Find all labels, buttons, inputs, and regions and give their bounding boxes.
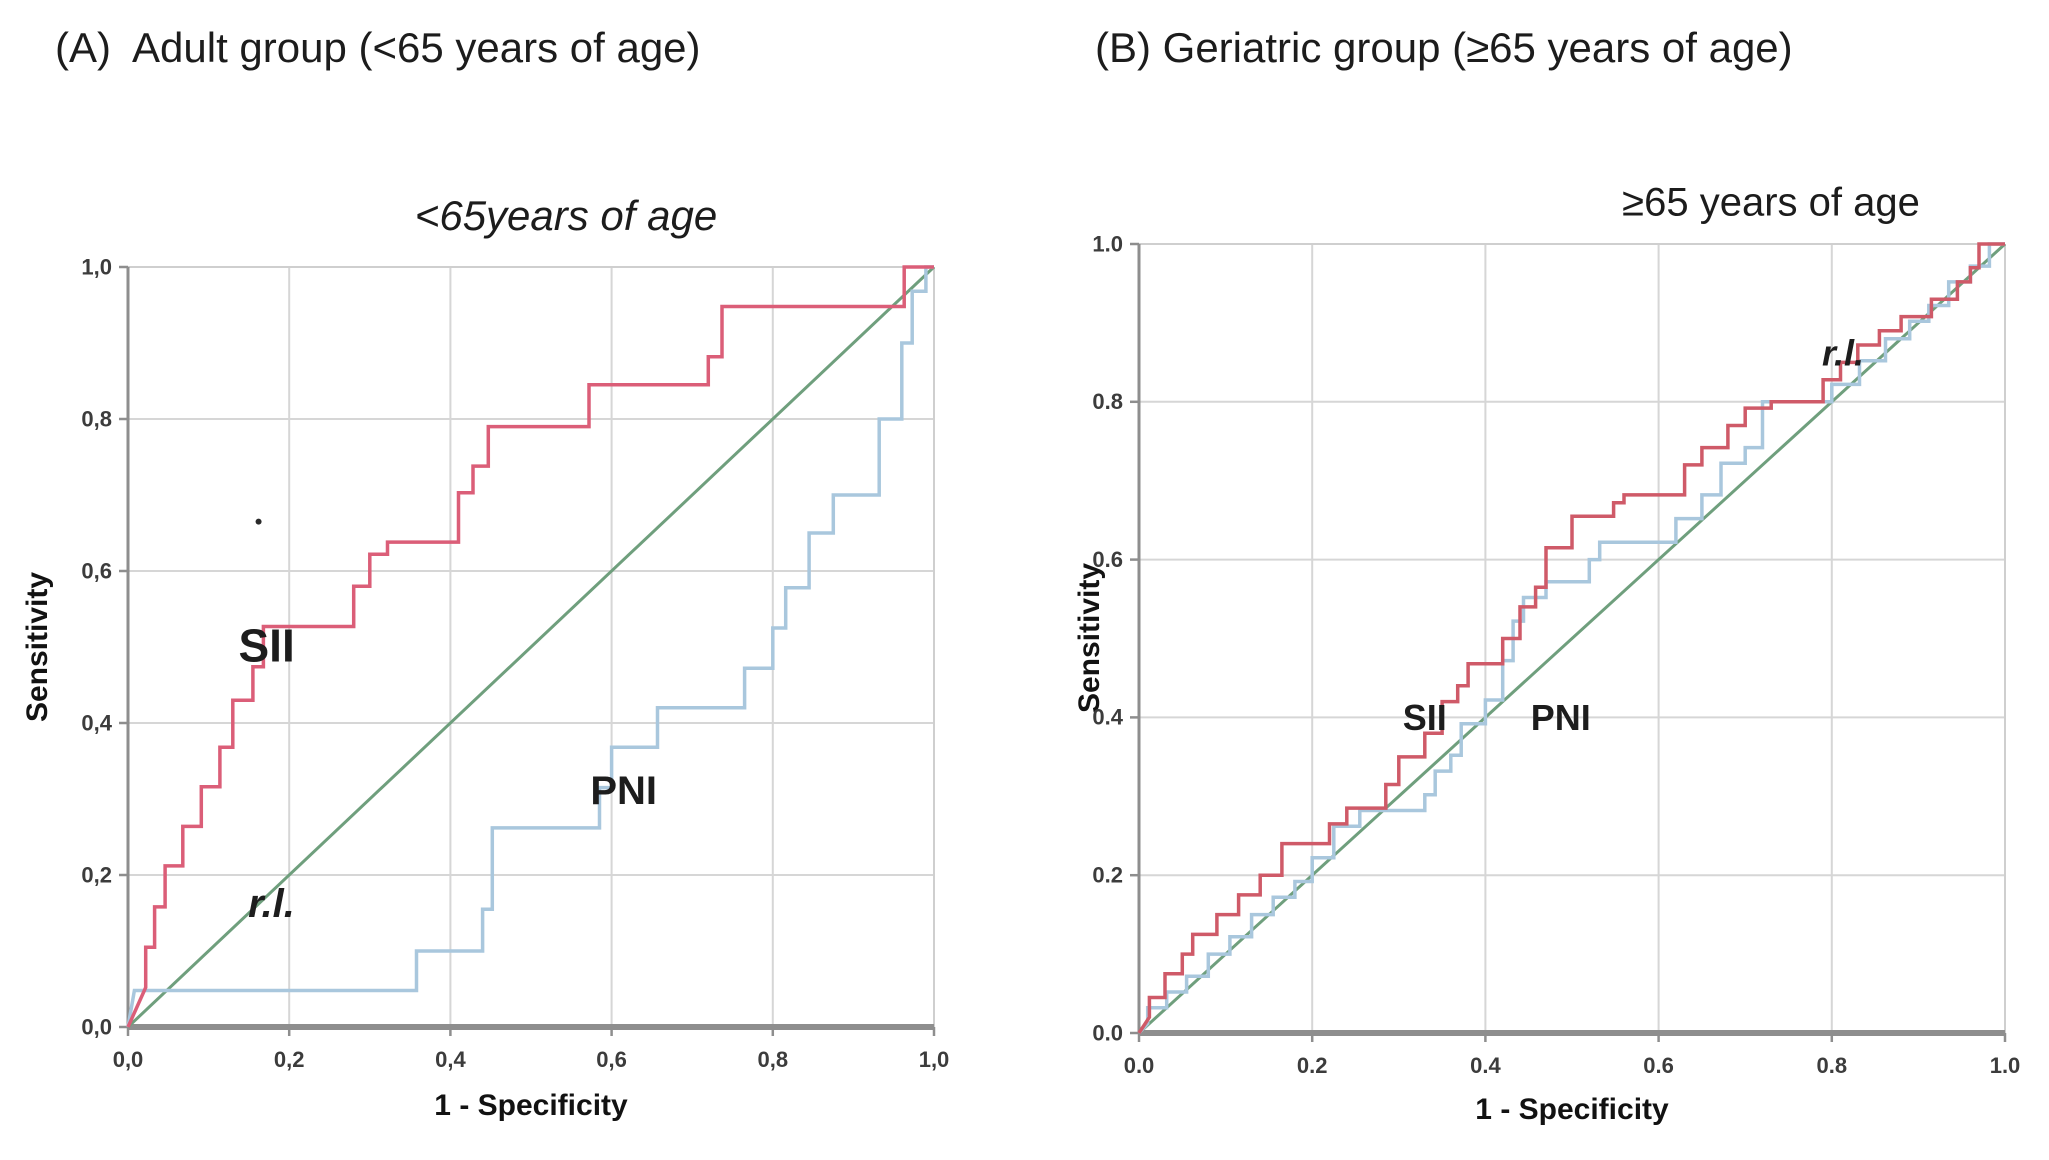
chart-a-ylabel: Sensitivity bbox=[21, 571, 54, 723]
panel-a-label: (A) Adult group (<65 years of age) bbox=[55, 24, 701, 71]
y-tick-label: 0.4 bbox=[1092, 705, 1123, 730]
y-tick-label: 0.0 bbox=[1092, 1020, 1123, 1045]
y-tick-label: 0,8 bbox=[81, 406, 112, 431]
y-tick-label: 0,2 bbox=[81, 862, 112, 887]
chart-a-title: <65years of age bbox=[414, 192, 718, 239]
annotation-PNI: PNI bbox=[590, 769, 657, 813]
annotation-PNI: PNI bbox=[1531, 697, 1591, 738]
series-PNI bbox=[126, 265, 934, 1028]
x-tick-label: 0,4 bbox=[435, 1047, 466, 1072]
series-PNI bbox=[1137, 242, 2005, 1035]
x-tick-label: 0.2 bbox=[1297, 1053, 1328, 1078]
x-tick-label: 0.8 bbox=[1817, 1053, 1848, 1078]
chart-b-plot: 0.0 0.2 0.4 0.6 0.8 1.0 0.0 0.2 0.4 0.6 0.8 1.0 SII P… bbox=[1092, 231, 2020, 1078]
series-SII bbox=[126, 265, 934, 1028]
y-tick-label: 1.0 bbox=[1092, 231, 1123, 256]
chart-b-xlabel: 1 - Specificity bbox=[1475, 1093, 1669, 1126]
chart-b-ylabel: Sensitivity bbox=[1073, 562, 1106, 714]
chart-b-title: ≥65 years of age bbox=[1622, 180, 1920, 225]
x-tick-label: 1,0 bbox=[919, 1047, 950, 1072]
chart-a-plot: 0,0 0,2 0,4 0,6 0,8 1,0 0,0 0,2 0,4 0,6 0,8 1,0 SII P… bbox=[81, 254, 949, 1072]
y-tick-label: 1,0 bbox=[81, 254, 112, 279]
x-tick-label: 0,0 bbox=[113, 1047, 144, 1072]
y-tick-label: 0,4 bbox=[81, 710, 112, 735]
panel-b-label: (B) Geriatric group (≥65 years of age) bbox=[1095, 24, 1793, 71]
y-tick-label: 0.6 bbox=[1092, 547, 1123, 572]
series-SII bbox=[1137, 242, 2005, 1034]
y-tick-label: 0.2 bbox=[1092, 862, 1123, 887]
annotation-SII: SII bbox=[1403, 697, 1447, 738]
x-tick-label: 0.0 bbox=[1124, 1053, 1155, 1078]
x-tick-label: 0,8 bbox=[758, 1047, 789, 1072]
y-tick-label: 0,6 bbox=[81, 558, 112, 583]
annotation-r.l.: r.l. bbox=[248, 882, 295, 926]
annotation-r.l.: r.l. bbox=[1822, 332, 1864, 373]
x-tick-label: 0.4 bbox=[1470, 1053, 1501, 1078]
chart-a-xlabel: 1 - Specificity bbox=[434, 1089, 628, 1122]
x-tick-label: 0.6 bbox=[1643, 1053, 1674, 1078]
y-tick-label: 0,0 bbox=[81, 1014, 112, 1039]
x-tick-label: 1.0 bbox=[1990, 1053, 2021, 1078]
y-tick-label: 0.8 bbox=[1092, 389, 1123, 414]
stray-dot bbox=[255, 518, 262, 525]
x-tick-label: 0,6 bbox=[596, 1047, 627, 1072]
annotation-SII: SII bbox=[239, 620, 295, 672]
x-tick-label: 0,2 bbox=[274, 1047, 305, 1072]
series-r.l. bbox=[126, 265, 936, 1029]
